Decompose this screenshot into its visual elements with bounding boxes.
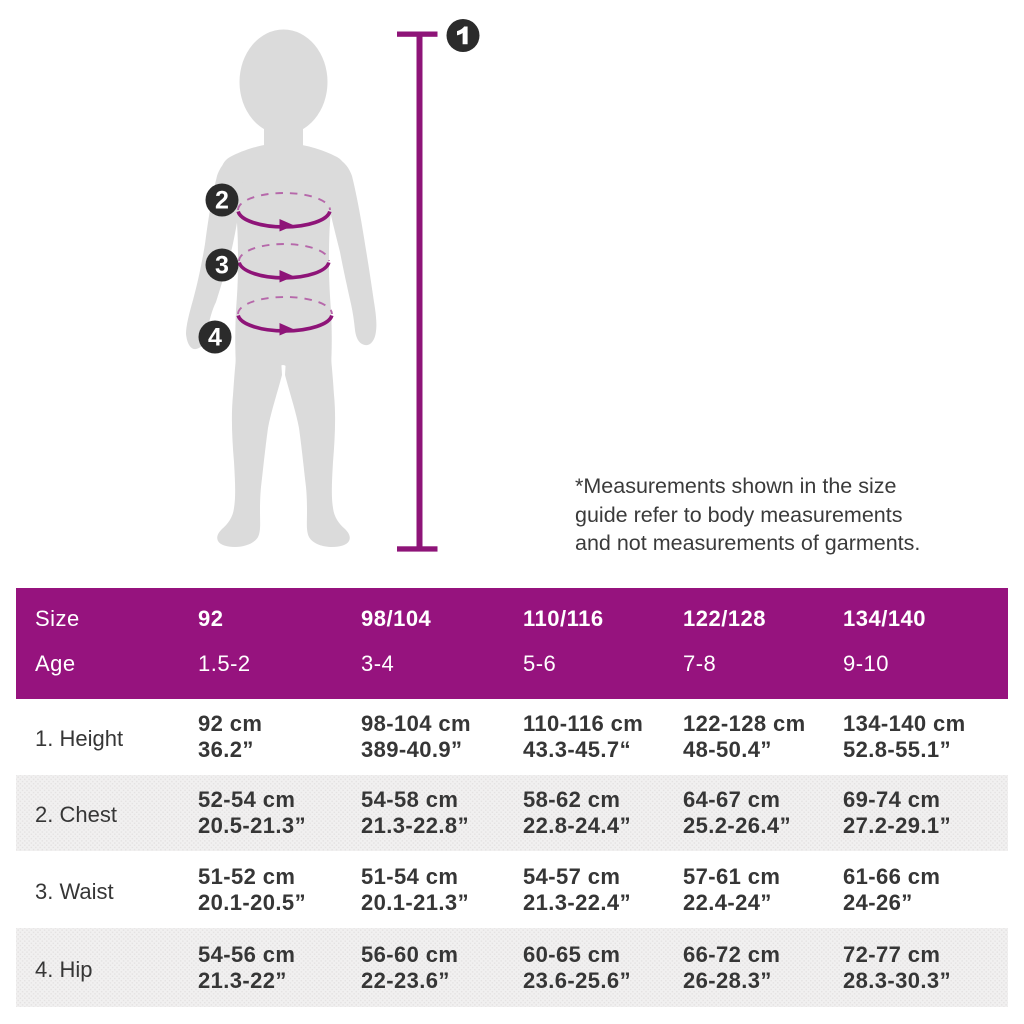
svg-text:4: 4 bbox=[208, 324, 222, 352]
svg-text:3: 3 bbox=[215, 252, 229, 280]
svg-text:2: 2 bbox=[215, 187, 229, 215]
